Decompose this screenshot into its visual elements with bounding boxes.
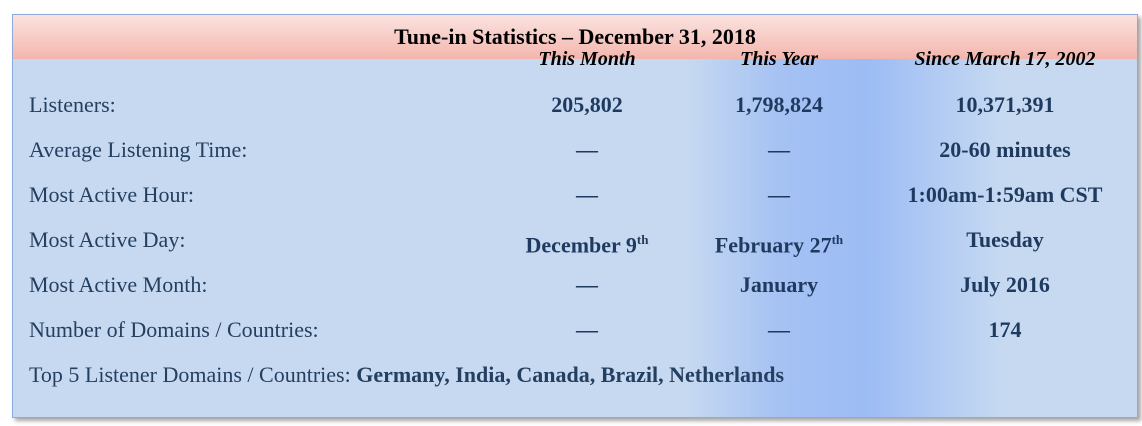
value-cell: 1,798,824 — [659, 82, 899, 127]
title: Tune-in Statistics – December 31, 2018 — [394, 24, 756, 49]
value-cell: — — [467, 307, 707, 352]
value-cell: February 27th — [659, 217, 899, 267]
column-header: Since March 17, 2002 — [914, 48, 1096, 70]
footer: Top 5 Listener Domains / Countries: Germ… — [29, 352, 784, 397]
value-cell: January — [659, 262, 899, 307]
value-cell: July 2016 — [885, 262, 1125, 307]
value-cell: — — [467, 172, 707, 217]
value-text: 20-60 minutes — [939, 137, 1071, 162]
value-cell: 174 — [885, 307, 1125, 352]
value-text: December 9 — [525, 232, 637, 258]
value-cell: Tuesday — [885, 217, 1125, 262]
value-text: — — [768, 182, 790, 207]
value-text: 10,371,391 — [955, 92, 1055, 117]
footer-label: Top 5 Listener Domains / Countries: — [29, 362, 351, 387]
column-header: This Month — [538, 48, 636, 70]
value-text: — — [576, 272, 598, 297]
value-text: 174 — [988, 317, 1022, 342]
row-label: Number of Domains / Countries: — [29, 317, 319, 342]
value-text: July 2016 — [960, 272, 1050, 297]
row-label: Average Listening Time: — [29, 137, 248, 162]
value-text: 1,798,824 — [735, 92, 823, 117]
value-cell: — — [467, 262, 707, 307]
value-cell: — — [467, 127, 707, 172]
value-text: — — [768, 137, 790, 162]
value-text: — — [576, 317, 598, 342]
value-cell: 10,371,391 — [885, 82, 1125, 127]
row-label: Most Active Day: — [29, 227, 186, 252]
value-cell: December 9th — [467, 217, 707, 267]
value-text: — — [768, 317, 790, 342]
value-cell: 1:00am-1:59am CST — [885, 172, 1125, 217]
row-label: Most Active Month: — [29, 272, 208, 297]
value-cell: 205,802 — [467, 82, 707, 127]
value-superscript: th — [636, 232, 649, 247]
row-label: Most Active Hour: — [29, 182, 194, 207]
value-superscript: th — [831, 232, 844, 247]
value-text: — — [576, 137, 598, 162]
value-text: January — [739, 272, 819, 297]
value-cell: — — [659, 127, 899, 172]
title-band — [13, 15, 1137, 59]
value-text: Tuesday — [966, 227, 1044, 252]
value-text: — — [576, 182, 598, 207]
value-cell: 20-60 minutes — [885, 127, 1125, 172]
stats-panel: Tune-in Statistics – December 31, 2018 T… — [12, 14, 1138, 418]
column-header: This Year — [740, 48, 818, 70]
value-text: February 27 — [714, 232, 832, 258]
row-label: Listeners: — [29, 92, 116, 117]
value-text: 1:00am-1:59am CST — [907, 182, 1103, 207]
value-text: 205,802 — [551, 92, 623, 117]
footer-value: Germany, India, Canada, Brazil, Netherla… — [356, 362, 785, 387]
value-cell: — — [659, 172, 899, 217]
value-cell: — — [659, 307, 899, 352]
